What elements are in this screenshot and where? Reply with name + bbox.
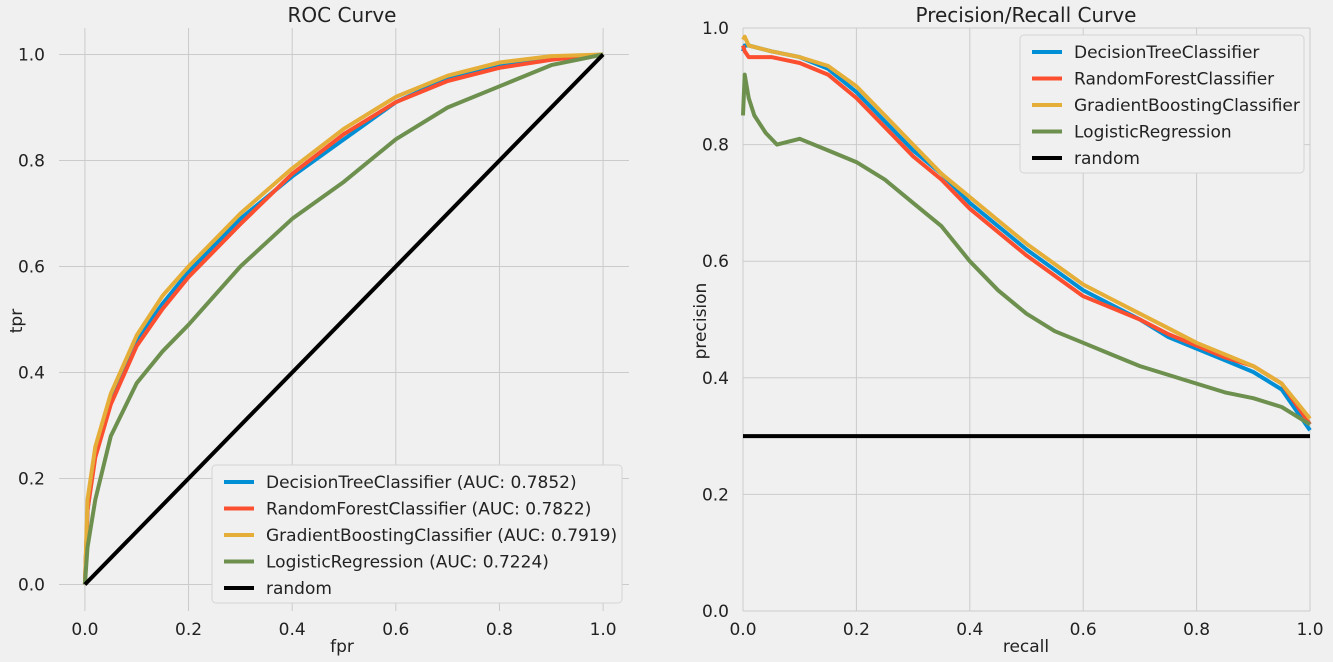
roc-ytick-label: 0.6 (18, 258, 45, 278)
roc-legend-label: RandomForestClassifier (AUC: 0.7822) (266, 500, 591, 520)
roc-ytick-label: 0.8 (18, 152, 45, 172)
roc-series-line (82, 52, 604, 585)
roc-lines (82, 52, 605, 586)
roc-xlabel: fpr (330, 637, 354, 657)
roc-legend-frame (211, 464, 623, 604)
roc-legend-label: LogisticRegression (AUC: 0.7224) (266, 553, 549, 573)
roc-xtick-label: 0.4 (279, 620, 306, 640)
pr-title: Precision/Recall Curve (915, 3, 1136, 27)
pr-lines (741, 34, 1312, 439)
roc-grid (59, 28, 629, 611)
roc-ytick-label: 1.0 (18, 46, 45, 66)
pr-ytick-label: 0.2 (702, 485, 729, 505)
pr-xtick-label: 1.0 (1296, 620, 1323, 640)
pr-legend: DecisionTreeClassifier RandomForestClassi… (1019, 34, 1305, 174)
pr-legend-frame (1019, 34, 1305, 174)
pr-xtick-label: 0.0 (729, 620, 756, 640)
roc-chart: ROC Curve 0.0 0.2 0.4 0.6 0.8 1.0 0.0 0.2 0.4 0.6… (7, 3, 629, 657)
roc-series-line (83, 53, 605, 586)
roc-series-line (82, 52, 604, 585)
pr-ytick-label: 0.4 (702, 369, 729, 389)
roc-ytick-label: 0.0 (18, 576, 45, 596)
pr-ytick-label: 0.0 (702, 602, 729, 622)
pr-legend-label: LogisticRegression (1074, 123, 1232, 143)
pr-ylabel: precision (691, 283, 711, 360)
roc-xtick-label: 0.2 (175, 620, 202, 640)
pr-ticks: 0.0 0.2 0.4 0.6 0.8 1.0 0.0 0.2 0.4 0.6 0.8 1.0 (702, 19, 1324, 640)
pr-legend-label: random (1074, 149, 1140, 169)
roc-xtick-label: 0.6 (382, 620, 409, 640)
roc-ytick-label: 0.4 (18, 364, 45, 384)
pr-legend-label: RandomForestClassifier (1074, 70, 1274, 90)
roc-xtick-label: 1.0 (590, 620, 617, 640)
roc-xtick-label: 0.8 (486, 620, 513, 640)
pr-series-line (741, 72, 1312, 427)
pr-xtick-label: 0.4 (956, 620, 983, 640)
roc-ylabel: tpr (7, 309, 27, 333)
pr-ytick-label: 0.6 (702, 252, 729, 272)
roc-legend: DecisionTreeClassifier (AUC: 0.7852) Rand… (211, 464, 623, 604)
pr-legend-label: DecisionTreeClassifier (1074, 43, 1259, 63)
pr-xlabel: recall (1003, 637, 1049, 657)
roc-legend-label: random (266, 579, 332, 599)
pr-ytick-label: 1.0 (702, 19, 729, 39)
pr-chart: Precision/Recall Curve 0.0 0.2 0.4 0.6 0.8 1.… (691, 3, 1324, 657)
pr-xtick-label: 0.6 (1070, 620, 1097, 640)
roc-series-line (82, 52, 604, 585)
roc-xtick-label: 0.0 (71, 620, 98, 640)
roc-title: ROC Curve (288, 3, 397, 27)
pr-legend-label: GradientBoostingClassifier (1074, 96, 1300, 116)
pr-series-line (741, 44, 1312, 426)
pr-series-line (741, 34, 1312, 420)
roc-ytick-label: 0.2 (18, 470, 45, 490)
pr-xtick-label: 0.2 (843, 620, 870, 640)
roc-ticks: 0.0 0.2 0.4 0.6 0.8 1.0 0.0 0.2 0.4 0.6 0.8 1.0 (18, 46, 617, 641)
roc-legend-label: DecisionTreeClassifier (AUC: 0.7852) (266, 473, 577, 493)
roc-legend-label: GradientBoostingClassifier (AUC: 0.7919) (266, 526, 617, 546)
pr-xtick-label: 0.8 (1183, 620, 1210, 640)
pr-ytick-label: 0.8 (702, 136, 729, 156)
